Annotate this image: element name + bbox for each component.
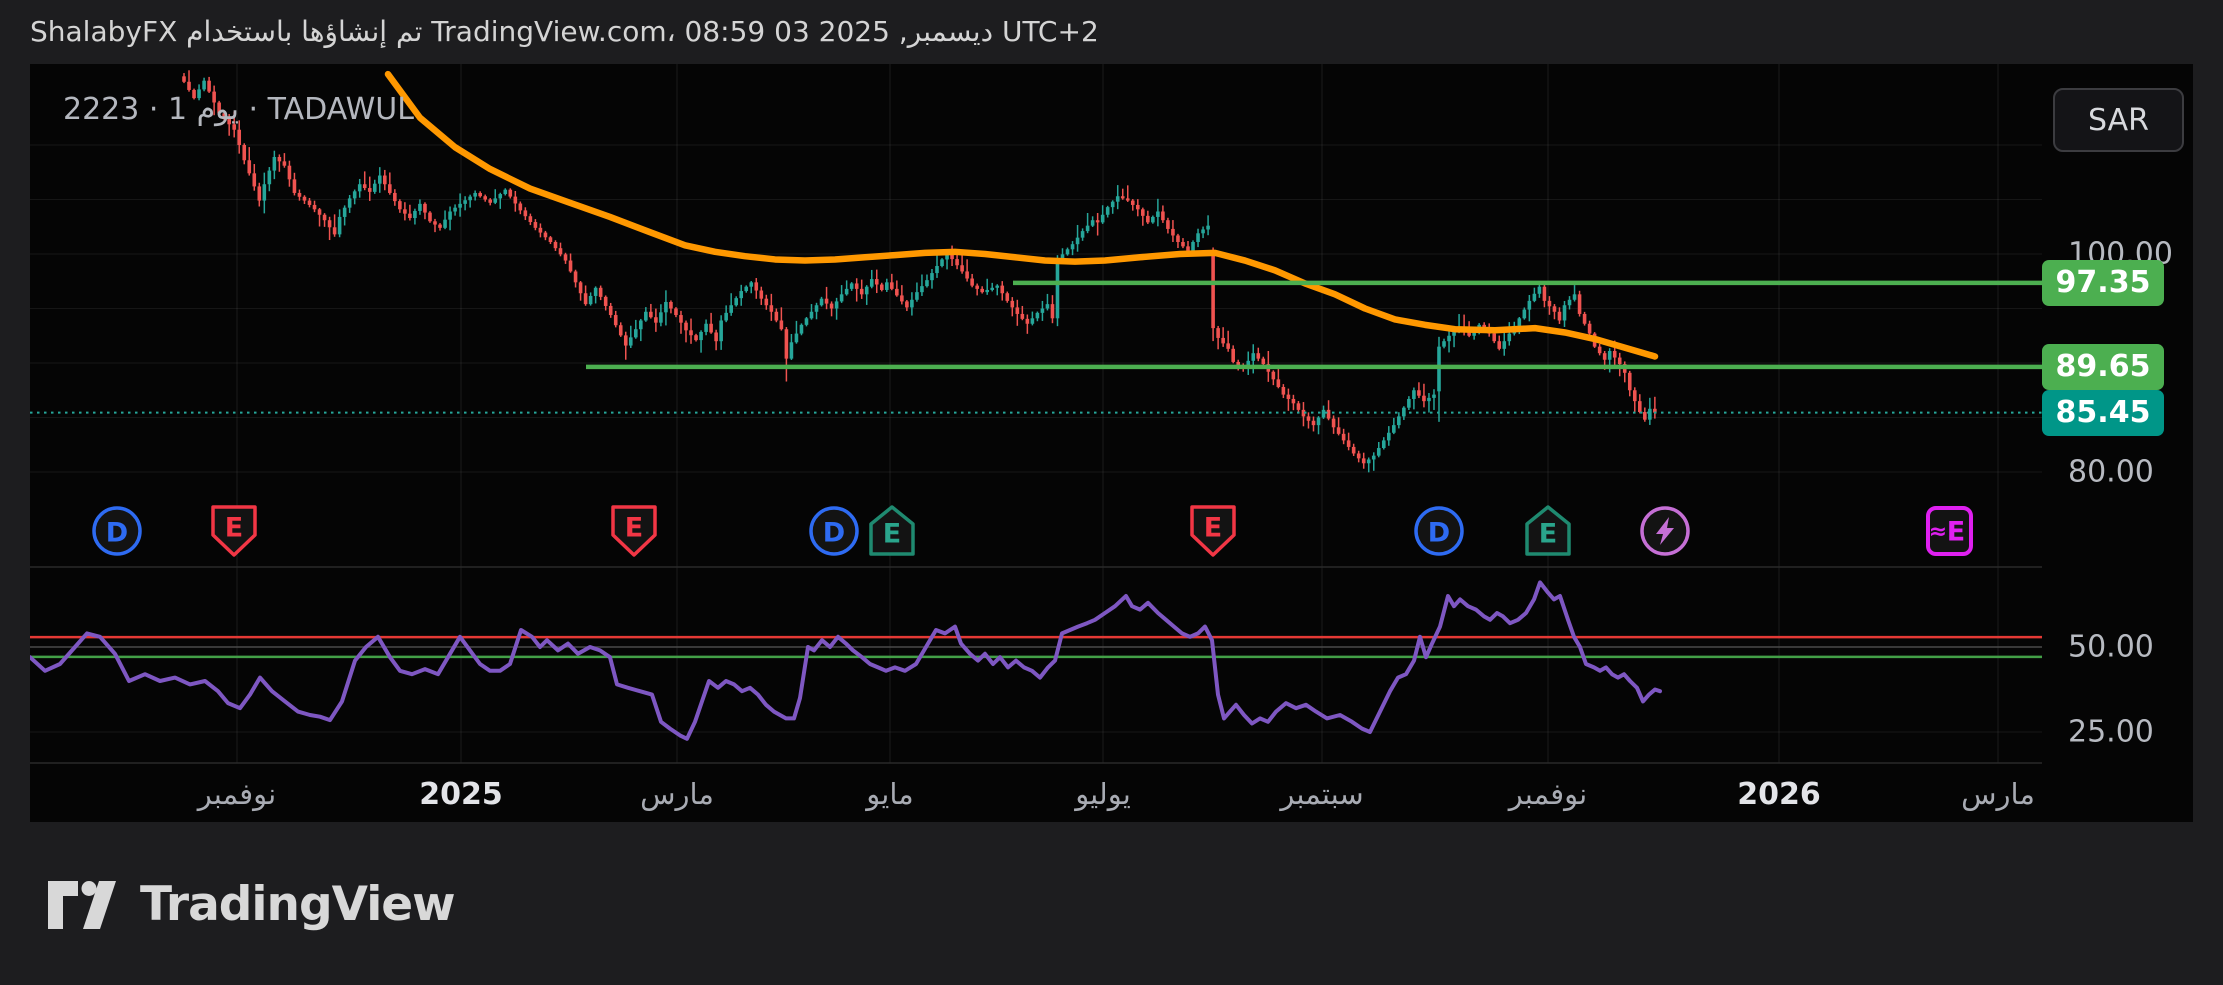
earnings-beat-event-icon[interactable]: E	[869, 505, 915, 556]
dividend-event-icon[interactable]: D	[809, 506, 859, 556]
attribution-text: ShalabyFX تم إنشاؤها باستخدام TradingVie…	[30, 15, 1099, 48]
rsi-axis-label-50.00: 50.00	[2068, 629, 2154, 665]
dividend-event-icon[interactable]: D	[1414, 506, 1464, 556]
tradingview-wordmark: TradingView	[140, 877, 456, 932]
time-axis-label: مايو	[866, 777, 914, 811]
price-badge-97.35[interactable]: 97.35	[2042, 259, 2164, 306]
earnings-miss-event-icon[interactable]: E	[1190, 505, 1236, 557]
price-and-rsi-plot: D E E D E E D E ≈ E	[30, 64, 2044, 764]
rsi-axis-label-25.00: 25.00	[2068, 714, 2154, 750]
svg-text:E: E	[1947, 517, 1965, 548]
tradingview-logo-icon	[48, 880, 116, 929]
earnings-miss-event-icon[interactable]: E	[611, 505, 657, 557]
dividend-event-icon[interactable]: D	[92, 506, 142, 556]
attribution-bar: ShalabyFX تم إنشاؤها باستخدام TradingVie…	[0, 0, 2223, 64]
svg-text:D: D	[1428, 518, 1450, 549]
price-badge-85.45[interactable]: 85.45	[2042, 389, 2164, 436]
footer-bar: TradingView	[0, 822, 2223, 985]
time-axis-label: مارس	[1961, 777, 2035, 811]
time-axis-label: سبتمبر	[1280, 777, 1364, 811]
rsi-line[interactable]	[30, 580, 1662, 741]
svg-text:≈: ≈	[1929, 520, 1947, 545]
price-badge-89.65[interactable]: 89.65	[2042, 343, 2164, 390]
earnings-miss-event-icon[interactable]: E	[211, 505, 257, 557]
flash-event-icon[interactable]	[1640, 506, 1690, 556]
time-axis-label: 2025	[419, 777, 503, 812]
time-axis-label: نوفمبر	[197, 777, 277, 811]
svg-text:E: E	[625, 513, 643, 544]
lightning-icon	[1656, 517, 1674, 545]
chart-area[interactable]: D E E D E E D E ≈ E 2223 · 1 يوم · TADAWUL SAR 10…	[30, 64, 2193, 822]
earnings-estimate-event-icon[interactable]: ≈ E	[1926, 506, 1973, 556]
svg-text:E: E	[883, 519, 901, 550]
time-axis-label: نوفمبر	[1508, 777, 1588, 811]
moving-average-line[interactable]	[384, 70, 1659, 360]
svg-text:E: E	[1204, 513, 1222, 544]
tradingview-logo[interactable]: TradingView	[48, 877, 456, 932]
earnings-beat-event-icon[interactable]: E	[1525, 505, 1571, 556]
time-axis-label: مارس	[640, 777, 714, 811]
svg-text:E: E	[225, 513, 243, 544]
svg-text:D: D	[823, 518, 845, 549]
currency-button[interactable]: SAR	[2053, 88, 2184, 152]
time-axis-label: 2026	[1737, 777, 1821, 812]
time-axis-label: يوليو	[1075, 777, 1131, 811]
price-axis-label-80.00: 80.00	[2068, 454, 2154, 490]
svg-text:D: D	[106, 518, 128, 549]
symbol-title: 2223 · 1 يوم · TADAWUL	[63, 92, 414, 127]
svg-text:E: E	[1539, 519, 1557, 550]
